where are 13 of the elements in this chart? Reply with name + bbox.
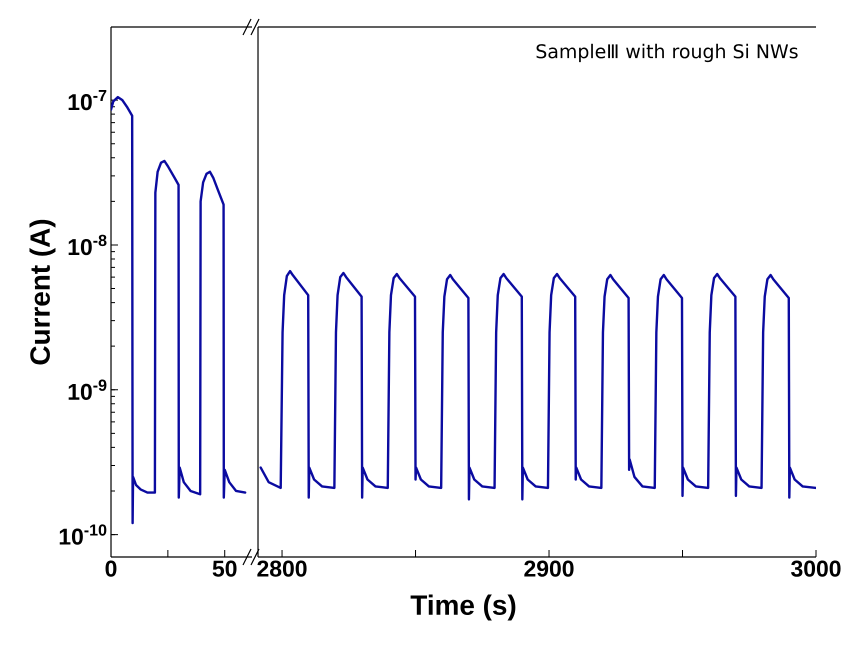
x-tick-label: 2800 <box>257 560 307 577</box>
annotation: SampleⅢ with rough Si NWs <box>536 44 798 62</box>
y-tick-label: 10$^{-8}$ <box>68 234 107 256</box>
x-tick-label: 2900 <box>524 560 574 577</box>
line-series <box>111 96 246 524</box>
x-tick-label: 50 <box>212 560 237 577</box>
y-tick-label: 10$^{-10}$ <box>60 524 106 545</box>
x-tick-label: 0 <box>106 560 116 577</box>
x-axis-title: Time (s) <box>410 594 516 621</box>
y-tick-label: 10$^{-9}$ <box>68 380 106 400</box>
x-tick-label: 3000 <box>791 560 841 577</box>
y-axis-title: Current (A) <box>29 220 56 364</box>
y-tick-label: 10$^{-7}$ <box>68 90 106 110</box>
